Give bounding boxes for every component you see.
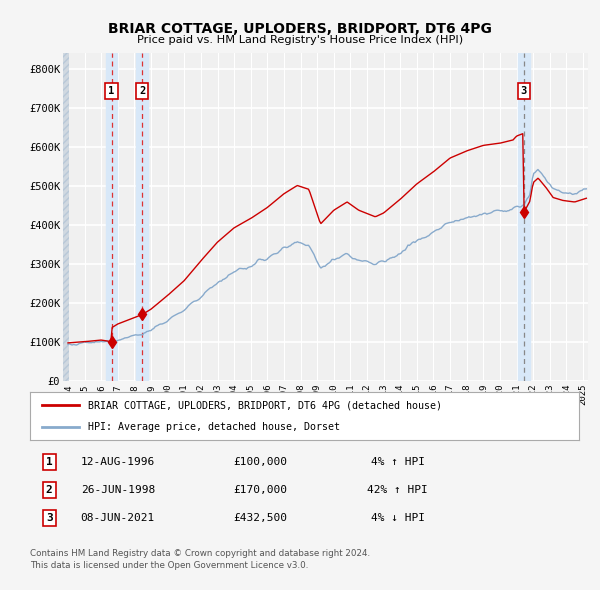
Bar [106, 53, 118, 381]
Text: 1: 1 [109, 86, 115, 96]
Text: HPI: Average price, detached house, Dorset: HPI: Average price, detached house, Dors… [88, 422, 340, 432]
Text: 3: 3 [521, 86, 527, 96]
Text: This data is licensed under the Open Government Licence v3.0.: This data is licensed under the Open Gov… [30, 560, 308, 569]
Text: BRIAR COTTAGE, UPLODERS, BRIDPORT, DT6 4PG (detached house): BRIAR COTTAGE, UPLODERS, BRIDPORT, DT6 4… [88, 400, 442, 410]
Text: 26-JUN-1998: 26-JUN-1998 [81, 486, 155, 495]
Text: 4% ↑ HPI: 4% ↑ HPI [371, 457, 425, 467]
Text: 12-AUG-1996: 12-AUG-1996 [81, 457, 155, 467]
Text: £100,000: £100,000 [233, 457, 287, 467]
Text: 4% ↓ HPI: 4% ↓ HPI [371, 513, 425, 523]
Text: 1: 1 [46, 457, 53, 467]
Bar [518, 53, 530, 381]
Text: 2: 2 [46, 486, 53, 495]
Text: 42% ↑ HPI: 42% ↑ HPI [367, 486, 428, 495]
Text: £170,000: £170,000 [233, 486, 287, 495]
Text: 3: 3 [46, 513, 53, 523]
Text: £432,500: £432,500 [233, 513, 287, 523]
Text: BRIAR COTTAGE, UPLODERS, BRIDPORT, DT6 4PG: BRIAR COTTAGE, UPLODERS, BRIDPORT, DT6 4… [108, 22, 492, 37]
Bar [136, 53, 148, 381]
Text: 2: 2 [139, 86, 145, 96]
Text: Contains HM Land Registry data © Crown copyright and database right 2024.: Contains HM Land Registry data © Crown c… [30, 549, 370, 558]
Bar [63, 53, 69, 381]
Text: 08-JUN-2021: 08-JUN-2021 [81, 513, 155, 523]
Text: Price paid vs. HM Land Registry's House Price Index (HPI): Price paid vs. HM Land Registry's House … [137, 35, 463, 45]
